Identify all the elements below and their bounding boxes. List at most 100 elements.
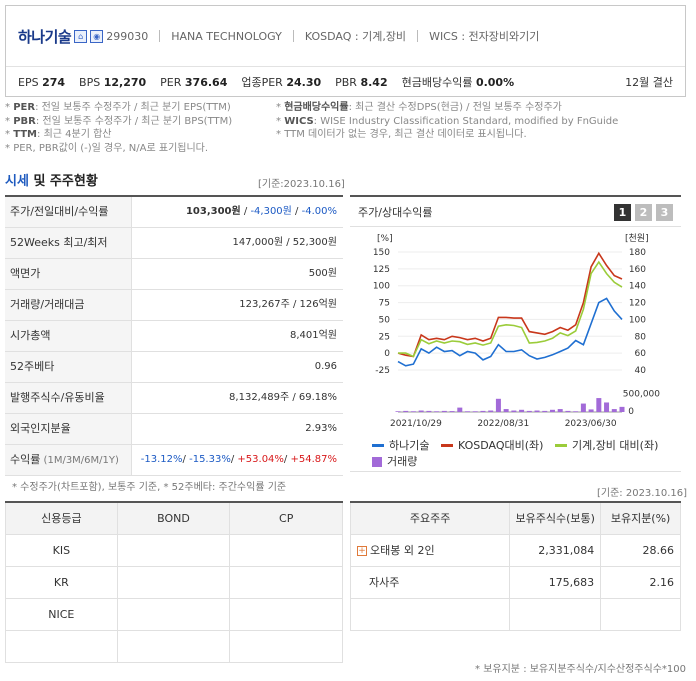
legend-industry: 기계,장비 대비(좌) [554, 438, 658, 454]
volume-bar [557, 409, 563, 412]
table-row: NICE [5, 597, 343, 631]
volume-bar [573, 411, 579, 412]
volume-bar [457, 407, 463, 412]
chart-tab-3[interactable]: 3 [656, 204, 673, 221]
volume-bar [604, 402, 610, 412]
market-info: KOSDAQ : 기계,장비 [304, 30, 407, 43]
notes-left: * PER: 전일 보통주 수정주가 / 최근 분기 EPS(TTM) * PB… [5, 102, 233, 154]
x-tick-label: 2022/08/31 [477, 419, 529, 429]
volume-bar [534, 410, 540, 412]
left-tick-label: 50 [379, 315, 391, 325]
metric-pbr: PBR 8.42 [335, 75, 388, 89]
volume-bar [480, 410, 486, 412]
metric-bar: EPS 274 BPS 12,270 PER 376.64 업종PER 24.3… [6, 66, 685, 97]
chart-legend: 하나기술 KOSDAQ대비(좌) 기계,장비 대비(좌) 거래량 [372, 436, 666, 472]
volume-bar [611, 409, 617, 412]
legend-kosdaq: KOSDAQ대비(좌) [440, 438, 543, 454]
fiscal-year-end: 12월 결산 [625, 76, 673, 89]
chart-tab-1[interactable]: 1 [614, 204, 631, 221]
kosdaq-relative-line [397, 251, 623, 358]
shareholders-table: 주요주주 보유주식수(보통) 보유지분(%) + 오태봉 외 2인 2,331,0… [349, 501, 681, 631]
chart-tabs: 1 2 3 [614, 204, 673, 221]
left-tick-label: 150 [373, 248, 390, 258]
left-tick-label: 100 [373, 282, 390, 292]
current-price: 103,300원 [185, 206, 241, 217]
volume-bar [542, 410, 548, 412]
row-face-value: 액면가 500원 [5, 259, 343, 290]
right-tick-label: 100 [629, 315, 646, 325]
right-tick-label: 160 [629, 265, 646, 275]
legend-stock: 하나기술 [372, 438, 429, 454]
company-header: 하나기술 ⌂ ◉ 299030 HANA TECHNOLOGY KOSDAQ :… [5, 5, 686, 97]
credit-header-bond: BOND [116, 501, 231, 535]
volume-tick-zero: 0 [628, 407, 634, 417]
x-tick-label: 2023/06/30 [565, 419, 617, 429]
row-returns: 수익률 (1M/3M/6M/1Y) -13.12%/ -15.33%/ +53.… [5, 445, 343, 476]
table-row: KIS [5, 533, 343, 567]
price-chart: [%] [천원] 150 125 100 75 50 25 0 -25 180 160 140 120 10… [373, 233, 660, 429]
company-name: 하나기술 [18, 27, 72, 46]
volume-bar [619, 406, 625, 412]
volume-bar [588, 409, 594, 412]
table-row: + 오태봉 외 2인 2,331,084 28.66 [349, 533, 681, 567]
header-top-row: 하나기술 ⌂ ◉ 299030 HANA TECHNOLOGY KOSDAQ :… [6, 6, 685, 66]
row-52weeks: 52Weeks 최고/최저 147,000원 / 52,300원 [5, 228, 343, 259]
volume-bar [426, 410, 432, 412]
right-tick-label: 80 [635, 332, 647, 342]
volume-bar [495, 398, 501, 412]
volume-bar [519, 409, 525, 412]
chart-tab-2[interactable]: 2 [635, 204, 652, 221]
right-tick-label: 120 [629, 299, 646, 309]
row-volume: 거래량/거래대금 123,267주 / 126억원 [5, 290, 343, 321]
market-table: 주가/전일대비/수익률 103,300원 / -4,300원 / -4.00% … [5, 195, 343, 476]
right-tick-label: 140 [629, 282, 646, 292]
holders-header-name: 주요주주 [349, 501, 511, 535]
chart-panel: 주가/상대수익률 1 2 3 [350, 195, 681, 472]
volume-bar [565, 410, 571, 412]
stock-price-line [397, 297, 623, 367]
metric-dividend-yield: 현금배당수익률 0.00% [401, 76, 515, 89]
market-note: * 수정주가(차트포함), 보통주 기준, * 52주베타: 주간수익률 기준 [12, 482, 287, 493]
holder-name: 오태봉 외 2인 [370, 544, 435, 557]
volume-bar [441, 410, 447, 412]
volume-bar [395, 411, 401, 412]
volume-bar [488, 410, 494, 412]
right-tick-label: 60 [635, 349, 647, 359]
right-axis-unit: [천원] [625, 233, 649, 244]
industry-relative-line [398, 260, 623, 358]
volume-bar [580, 403, 586, 412]
volume-bar [410, 411, 416, 412]
holders-header-shares: 보유주식수(보통) [509, 501, 602, 535]
volume-bar [503, 409, 509, 412]
home-icon[interactable]: ⌂ [74, 29, 88, 43]
right-tick-label: 40 [635, 366, 647, 376]
row-price: 주가/전일대비/수익률 103,300원 / -4,300원 / -4.00% [5, 197, 343, 228]
wics-info: WICS : 전자장비와기기 [429, 30, 540, 43]
table-row [349, 597, 681, 631]
chart-title: 주가/상대수익률 [350, 197, 681, 227]
left-tick-label: 125 [373, 265, 390, 275]
x-tick-label: 2021/10/29 [390, 419, 442, 429]
holders-date: [기준: 2023.10.16] [597, 488, 688, 499]
volume-tick-label: 500,000 [623, 390, 660, 400]
metric-per: PER 376.64 [160, 75, 228, 89]
left-tick-label: -25 [375, 366, 390, 376]
credit-header-rating: 신용등급 [5, 501, 118, 535]
left-tick-label: 0 [384, 349, 390, 359]
homepage-link-icon[interactable]: ◉ [90, 29, 104, 43]
row-foreign: 외국인지분율 2.93% [5, 414, 343, 445]
notes-right: * 현금배당수익률: 최근 결산 수정DPS(현금) / 전일 보통주 수정주가… [276, 102, 619, 140]
market-date: [기준:2023.10.16] [258, 179, 345, 190]
volume-bar [511, 410, 517, 412]
row-market-cap: 시가총액 8,401억원 [5, 321, 343, 352]
row-beta: 52주베타 0.96 [5, 352, 343, 383]
expand-icon[interactable]: + [357, 546, 367, 556]
metric-industry-per: 업종PER 24.30 [241, 76, 322, 89]
table-row [5, 629, 343, 663]
volume-bar [449, 411, 455, 412]
section-title: 시세 및 주주현황 [5, 174, 98, 189]
holder-name: 자사주 [349, 565, 511, 599]
metric-eps: EPS 274 [18, 75, 66, 89]
table-row: 자사주 175,683 2.16 [349, 565, 681, 599]
holders-note: * 보유지분 : 보유지분주식수/지수산정주식수*100 [475, 664, 686, 675]
